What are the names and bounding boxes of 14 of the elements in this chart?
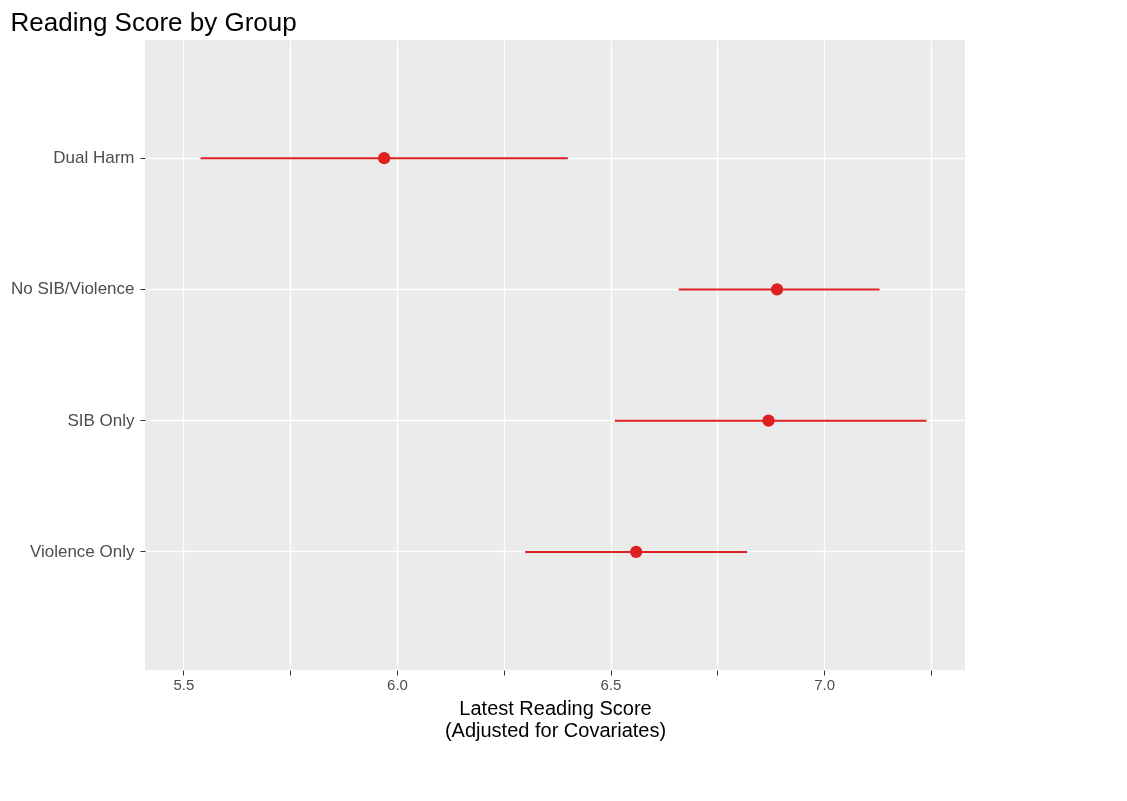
x-axis-title: Latest Reading Score (Adjusted for Covariates) xyxy=(444,696,667,741)
chart-title: Reading Score by Group xyxy=(10,7,297,37)
y-tick-label: Dual Harm xyxy=(53,148,135,168)
x-tick-label: 5.5 xyxy=(173,675,195,693)
y-tick-label: Violence Only xyxy=(29,541,135,561)
point xyxy=(630,545,643,558)
x-tick-label: 6.5 xyxy=(600,675,622,693)
y-tick-label: No SIB/Violence xyxy=(11,279,135,299)
point xyxy=(770,283,784,296)
x-tick-label: 6.0 xyxy=(387,675,408,693)
y-tick-label: SIB Only xyxy=(67,410,135,430)
point xyxy=(762,414,775,427)
x-tick-label: 7.0 xyxy=(814,675,835,693)
point xyxy=(378,152,391,165)
